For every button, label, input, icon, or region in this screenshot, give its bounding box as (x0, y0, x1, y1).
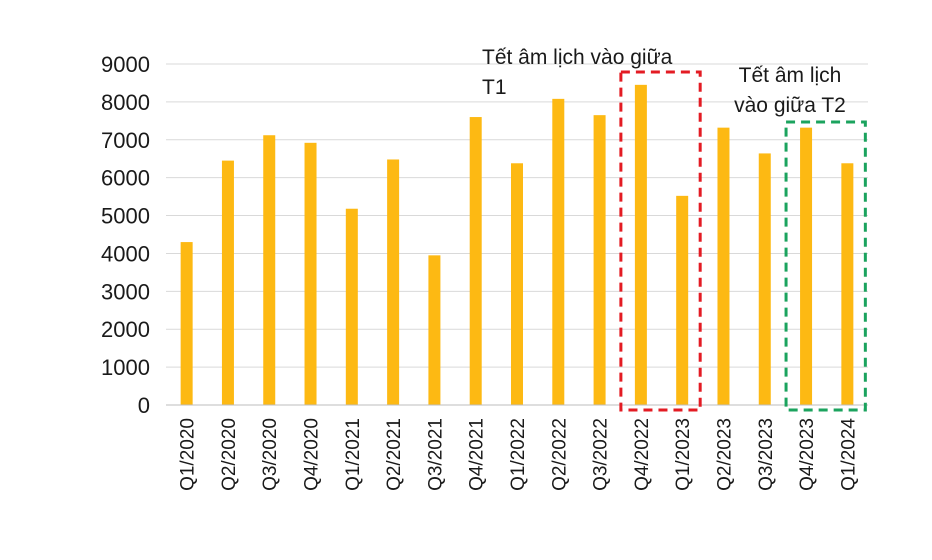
bar-q1-2024 (841, 163, 854, 405)
bar-q1-2020 (180, 242, 193, 405)
highlight-box (784, 120, 867, 412)
x-tick-label: Q3/2021 (425, 418, 446, 491)
x-tick-label: Q3/2020 (260, 418, 281, 491)
x-tick-label: Q3/2022 (591, 418, 612, 491)
bar-q3-2021 (428, 255, 441, 405)
x-tick-label: Q1/2023 (673, 418, 694, 491)
annotations: Tết âm lịch vào giữa T1 Tết âm lịch vào giữ… (482, 46, 867, 412)
y-tick-label: 8000 (101, 90, 150, 115)
y-tick-label: 2000 (101, 317, 150, 342)
y-axis-ticks: 0 1000 2000 3000 4000 5000 6000 7000 8000 9000 (101, 52, 150, 418)
x-tick-label: Q2/2021 (384, 418, 405, 491)
bar-q1-2021 (345, 208, 358, 405)
x-tick-label: Q4/2021 (467, 418, 488, 491)
x-tick-label: Q1/2022 (508, 418, 529, 491)
bar-q4-2021 (469, 117, 482, 406)
y-tick-label: 0 (138, 393, 150, 418)
bars (180, 84, 854, 406)
x-tick-label: Q2/2020 (219, 418, 240, 491)
y-tick-label: 3000 (101, 279, 150, 304)
annotation-text: T1 (482, 76, 507, 99)
x-tick-label: Q1/2021 (343, 418, 364, 491)
x-tick-label: Q4/2023 (797, 418, 818, 491)
annotation-text: Tết âm lịch (739, 64, 842, 87)
x-axis-ticks: Q1/2020 Q2/2020 Q3/2020 Q4/2020 Q1/2021 Q2/20… (178, 418, 860, 491)
highlight-box (619, 70, 702, 412)
x-tick-label: Q4/2020 (302, 418, 323, 491)
bar-q2-2021 (387, 159, 400, 405)
bar-q1-2023 (676, 195, 689, 405)
bar-q3-2020 (263, 135, 276, 405)
y-tick-label: 4000 (101, 241, 150, 266)
bar-q4-2020 (304, 142, 317, 405)
bar-q3-2022 (593, 115, 606, 406)
x-tick-label: Q1/2020 (178, 418, 199, 491)
y-tick-label: 6000 (101, 166, 150, 191)
y-tick-label: 1000 (101, 355, 150, 380)
x-tick-label: Q2/2023 (714, 418, 735, 491)
x-tick-label: Q3/2023 (756, 418, 777, 491)
y-tick-label: 7000 (101, 128, 150, 153)
annotation-text: vào giữa T2 (734, 94, 846, 117)
bar-q1-2022 (511, 163, 523, 405)
bar-q2-2022 (552, 98, 565, 405)
x-tick-label: Q4/2022 (632, 418, 653, 491)
annotation-text: Tết âm lịch vào giữa (482, 46, 673, 69)
y-tick-label: 5000 (101, 204, 150, 229)
x-tick-label: Q1/2024 (838, 418, 859, 491)
x-tick-label: Q2/2022 (549, 418, 570, 491)
bar-q2-2023 (717, 127, 730, 406)
y-tick-label: 9000 (101, 52, 150, 77)
bar-q3-2023 (758, 153, 771, 405)
bar-q4-2022 (634, 84, 647, 405)
bar-q4-2023 (800, 127, 813, 406)
bar-q2-2020 (221, 160, 234, 405)
